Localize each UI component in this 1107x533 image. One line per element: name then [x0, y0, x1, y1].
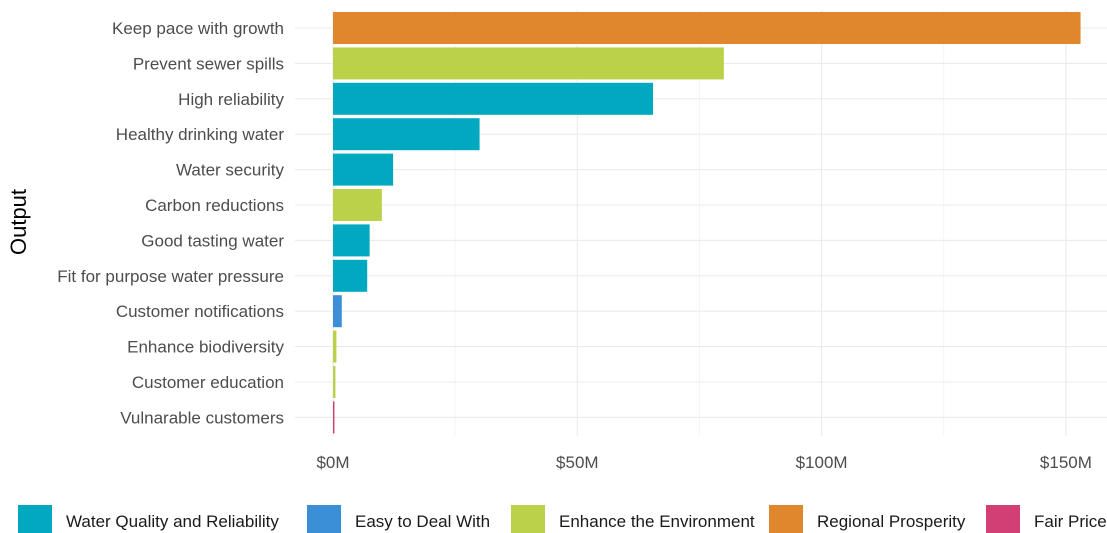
legend-item: Water Quality and Reliability [18, 505, 279, 533]
legend-label: Water Quality and Reliability [66, 512, 279, 531]
bars [333, 12, 1081, 434]
legend-item: Regional Prosperity [769, 505, 966, 533]
category-label: Good tasting water [141, 231, 284, 250]
bar-water-security [333, 153, 394, 186]
bar-carbon-reductions [333, 189, 382, 221]
category-label: Prevent sewer spills [133, 54, 284, 73]
bar-fit-for-purpose-water-pressure [333, 259, 368, 292]
legend-item: Easy to Deal With [307, 505, 490, 533]
bar-good-tasting-water [333, 224, 370, 257]
category-label: Water security [176, 161, 285, 180]
legend-item: Fair Price [986, 505, 1107, 533]
bar-vulnarable-customers [333, 401, 335, 434]
legend-swatch [986, 505, 1020, 533]
x-tick-label: $100M [796, 453, 848, 472]
x-tick-label: $150M [1040, 453, 1092, 472]
category-label: Customer education [132, 373, 284, 392]
bar-keep-pace-with-growth [333, 12, 1081, 44]
legend-label: Fair Price [1034, 512, 1107, 531]
legend: Water Quality and Reliability Easy to Dea… [18, 505, 1107, 533]
bar-prevent-sewer-spills [333, 47, 724, 80]
x-tick-label: $0M [316, 453, 349, 472]
bar-customer-notifications [333, 295, 342, 328]
legend-swatch [769, 505, 803, 533]
category-label: Vulnarable customers [120, 408, 284, 427]
legend-swatch [307, 505, 341, 533]
legend-label: Enhance the Environment [559, 512, 755, 531]
category-label: Healthy drinking water [116, 125, 285, 144]
x-tick-labels: $0M $50M $100M $150M [316, 453, 1091, 472]
category-label: Fit for purpose water pressure [57, 267, 284, 286]
category-labels: Keep pace with growth Prevent sewer spill… [57, 19, 284, 427]
legend-item: Enhance the Environment [511, 505, 755, 533]
category-label: Customer notifications [116, 302, 284, 321]
x-tick-label: $50M [556, 453, 599, 472]
category-label: High reliability [178, 90, 284, 109]
category-label: Keep pace with growth [112, 19, 284, 38]
bar-customer-education [333, 366, 336, 398]
bar-high-reliability [333, 82, 654, 115]
category-label: Carbon reductions [145, 196, 284, 215]
y-axis-title: Output [6, 189, 31, 255]
bar-enhance-biodiversity [333, 330, 337, 363]
legend-swatch [18, 505, 52, 533]
bar-healthy-drinking-water [333, 118, 480, 151]
category-label: Enhance biodiversity [127, 338, 284, 357]
legend-label: Regional Prosperity [817, 512, 966, 531]
legend-swatch [511, 505, 545, 533]
legend-label: Easy to Deal With [355, 512, 490, 531]
